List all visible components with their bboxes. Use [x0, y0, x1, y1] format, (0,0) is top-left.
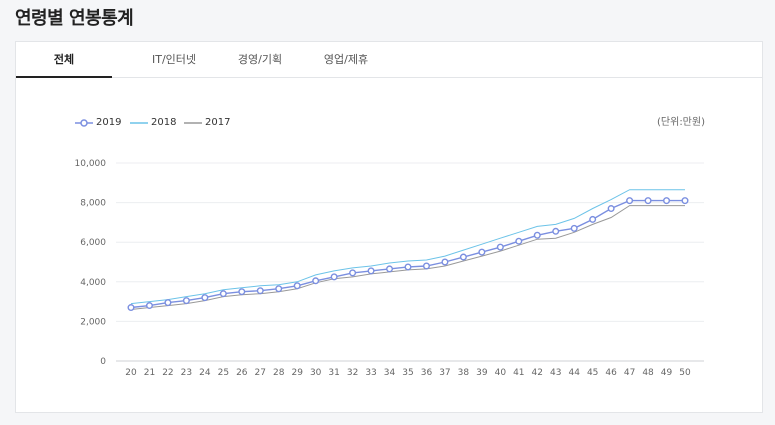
- tab-management-planning[interactable]: 경영/기획: [237, 53, 283, 66]
- x-tick-label: 21: [144, 368, 155, 378]
- legend-line-icon: [184, 122, 202, 124]
- data-point-2019: [349, 269, 357, 277]
- salary-stats-card: 전체 IT/인터넷 경영/기획 영업/제휴 2019 2018 2017 (단위…: [15, 41, 763, 413]
- salary-line-chart: 0 2,000 4,000 6,000 8,000 10,000 20 21 22 23 24 25 2…: [75, 159, 704, 378]
- x-tick-label: 47: [624, 368, 635, 378]
- data-point-2019: [404, 263, 412, 271]
- data-point-2019: [589, 215, 597, 223]
- x-tick-label: 38: [458, 368, 470, 378]
- data-point-2019: [459, 253, 467, 261]
- x-tick-label: 43: [550, 368, 561, 378]
- x-tick-label: 24: [199, 368, 211, 378]
- x-tick-label: 23: [181, 368, 192, 378]
- x-tick-label: 34: [384, 368, 396, 378]
- legend-label: 2018: [151, 117, 177, 128]
- page-title: 연령별 연봉통계: [15, 8, 134, 29]
- data-point-2019: [312, 277, 320, 285]
- x-tick-label: 39: [476, 368, 488, 378]
- y-tick-label: 8,000: [80, 199, 106, 209]
- data-point-2019: [219, 290, 227, 298]
- x-tick-label: 27: [255, 368, 266, 378]
- y-tick-label: 0: [100, 357, 106, 367]
- x-tick-label: 48: [642, 368, 654, 378]
- data-point-2019: [386, 265, 394, 273]
- category-tabs: 전체 IT/인터넷 경영/기획 영업/제휴: [16, 42, 762, 78]
- data-point-2019: [607, 205, 615, 213]
- y-tick-label: 6,000: [80, 238, 106, 248]
- x-tick-label: 28: [273, 368, 285, 378]
- data-point-2019: [164, 299, 172, 307]
- data-point-2019: [127, 304, 135, 312]
- x-tick-label: 41: [513, 368, 524, 378]
- x-tick-label: 49: [661, 368, 673, 378]
- series-line-2018: [130, 189, 685, 305]
- data-point-2019: [275, 285, 283, 293]
- data-point-2019: [201, 294, 209, 302]
- x-tick-label: 46: [605, 368, 617, 378]
- x-tick-label: 36: [421, 368, 433, 378]
- y-tick-label: 10,000: [75, 159, 107, 169]
- x-tick-label: 29: [291, 368, 303, 378]
- x-tick-label: 31: [328, 368, 339, 378]
- x-tick-label: 26: [236, 368, 248, 378]
- x-tick-label: 25: [218, 368, 229, 378]
- unit-label: (단위:만원): [657, 117, 705, 128]
- data-point-2019: [367, 267, 375, 275]
- data-point-2019: [515, 237, 523, 245]
- data-point-2019: [552, 227, 560, 235]
- data-point-2019: [681, 197, 689, 205]
- data-point-2019: [441, 258, 449, 266]
- x-tick-label: 30: [310, 368, 322, 378]
- x-tick-label: 44: [568, 368, 580, 378]
- x-tick-label: 40: [495, 368, 507, 378]
- x-tick-label: 35: [402, 368, 413, 378]
- legend-line-icon: [130, 122, 148, 124]
- data-point-2019: [422, 262, 430, 270]
- data-point-2019: [626, 197, 634, 205]
- x-tick-label: 32: [347, 368, 358, 378]
- x-tick-label: 42: [532, 368, 543, 378]
- x-tick-label: 50: [679, 368, 691, 378]
- data-point-2019: [533, 231, 541, 239]
- data-point-2019: [496, 243, 504, 251]
- data-point-2019: [644, 197, 652, 205]
- x-tick-label: 37: [439, 368, 450, 378]
- data-point-2019: [330, 273, 338, 281]
- data-point-2019: [663, 197, 671, 205]
- y-tick-label: 2,000: [80, 317, 106, 327]
- tab-sales-partnership[interactable]: 영업/제휴: [323, 53, 369, 66]
- x-tick-label: 22: [162, 368, 173, 378]
- data-point-2019: [478, 248, 486, 256]
- series-line-2017: [130, 205, 685, 310]
- data-point-2019: [293, 282, 301, 290]
- tab-it-internet[interactable]: IT/인터넷: [151, 53, 197, 66]
- legend-label: 2019: [96, 117, 122, 128]
- data-point-2019: [570, 224, 578, 232]
- data-point-2019: [256, 287, 264, 295]
- y-tick-label: 4,000: [80, 278, 106, 288]
- x-tick-label: 45: [587, 368, 598, 378]
- x-tick-label: 20: [125, 368, 137, 378]
- data-point-2019: [145, 302, 153, 310]
- legend-line-circle-icon: [75, 119, 93, 127]
- data-point-2019: [182, 297, 190, 305]
- data-point-2019: [238, 288, 246, 296]
- legend-label: 2017: [205, 117, 231, 128]
- x-tick-label: 33: [365, 368, 376, 378]
- tab-all[interactable]: 전체: [16, 42, 112, 78]
